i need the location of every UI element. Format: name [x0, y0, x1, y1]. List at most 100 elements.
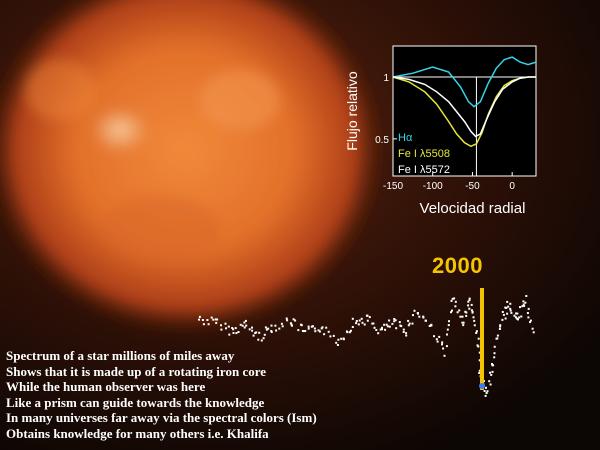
legend-entry: Hα	[398, 132, 413, 144]
spectrum-point	[405, 332, 408, 335]
spectrum-point	[513, 314, 516, 317]
spectrum-point	[263, 333, 266, 336]
spectrum-point	[314, 330, 317, 333]
spectrum-point	[225, 327, 227, 330]
spectrum-point	[531, 327, 534, 330]
spectrum-point	[281, 325, 284, 328]
spectrum-point	[468, 307, 471, 310]
year-label: 2000	[432, 253, 483, 278]
spectrum-point	[303, 330, 306, 333]
spectrum-point	[485, 386, 487, 389]
star-image	[0, 0, 385, 335]
spectrum-point	[489, 371, 491, 374]
caption-line: Obtains knowledge for many others i.e. K…	[6, 425, 269, 441]
spectrum-point	[348, 331, 351, 334]
inset-chart: -150 -100 -50 0 0.5 1 Velocidad radial Flujo re…	[344, 45, 537, 217]
spectrum-point	[270, 324, 273, 327]
spectrum-point	[501, 318, 504, 321]
spectrum-point	[491, 364, 494, 367]
spectrum-point	[366, 314, 369, 317]
spectrum-point	[317, 329, 320, 332]
spectrum-point	[355, 320, 358, 322]
spectrum-point	[301, 330, 304, 332]
spectrum-point	[498, 328, 501, 330]
spectrum-point	[433, 335, 435, 338]
x-tick-label: 0	[509, 181, 515, 192]
spectrum-point	[430, 324, 433, 327]
caption-line: Shows that it is made up of a rotating i…	[6, 363, 267, 379]
spectrum-point	[375, 329, 378, 331]
spectrum-point	[234, 327, 237, 330]
spectrum-point	[458, 309, 461, 312]
spectrum-point	[321, 326, 324, 329]
spectrum-point	[408, 322, 411, 325]
spectrum-point	[504, 317, 507, 320]
spectrum-point	[252, 334, 255, 337]
spectrum-point	[491, 363, 493, 365]
spectrum-point	[332, 334, 335, 337]
spectrum-point	[418, 315, 421, 318]
spectrum-point	[278, 327, 281, 330]
spectrum-point	[294, 319, 297, 322]
spectrum-point	[475, 332, 478, 334]
spectrum-point	[459, 315, 462, 318]
spectrum-point	[212, 318, 215, 321]
spectrum-point	[499, 324, 502, 327]
spectrum-point	[248, 328, 251, 331]
spectrum-point	[241, 324, 244, 327]
spectrum-point	[216, 318, 219, 321]
spectrum-point	[243, 326, 246, 329]
spectrum-point	[346, 331, 349, 334]
spectrum-point	[425, 319, 427, 322]
spectrum-point	[504, 306, 507, 309]
spectrum-point	[394, 319, 397, 322]
spectrum-point	[471, 310, 474, 313]
spectrum-point	[465, 311, 468, 314]
spectrum-point	[373, 326, 376, 329]
spectrum-point	[488, 380, 491, 383]
spectrum-point	[493, 352, 496, 355]
spectrum-point	[244, 319, 247, 322]
spectrum-point	[257, 338, 260, 341]
spectrum-point	[519, 306, 521, 309]
caption-line: Like a prism can guide towards the knowl…	[6, 394, 265, 410]
spectrum-point	[422, 315, 425, 318]
spectrum-point	[267, 327, 270, 330]
spectrum-point	[522, 300, 525, 303]
plot-area	[392, 45, 537, 177]
spectrum-point	[289, 322, 292, 325]
spectrum-point	[232, 328, 235, 331]
spectrum-point	[523, 304, 526, 307]
spectrum-point	[360, 317, 363, 320]
spectrum-point	[412, 314, 414, 317]
spectrum-point	[304, 330, 307, 332]
spectrum-point	[400, 325, 403, 328]
spectrum-point	[198, 318, 200, 321]
spectrum-point	[402, 328, 405, 331]
spectrum-point	[395, 327, 398, 330]
spectrum-point	[385, 323, 388, 326]
spectrum-point	[336, 344, 339, 346]
spectrum-point	[207, 323, 210, 326]
spectrum-point	[529, 319, 532, 322]
spectrum-point	[224, 322, 227, 325]
spectrum-point	[215, 321, 218, 324]
spectrum-point	[477, 345, 480, 348]
spectrum-point	[496, 334, 499, 337]
spectrum-point	[262, 337, 265, 340]
spectrum-point	[300, 324, 303, 327]
spectrum-point	[442, 347, 445, 350]
spectrum-point	[251, 326, 253, 329]
spectrum-point	[407, 319, 410, 322]
spectrum-point	[443, 354, 446, 357]
spectrum-point	[472, 316, 475, 319]
spectrum-point	[358, 319, 361, 322]
spectrum-point	[453, 297, 456, 300]
spectrum-point	[280, 322, 283, 325]
spectrum-point	[198, 315, 201, 318]
spectrum-point	[202, 323, 205, 326]
spectrum-point	[445, 345, 448, 348]
spectrum-point	[529, 321, 531, 324]
spectrum-point	[496, 337, 499, 340]
spectrum-point	[507, 305, 510, 308]
